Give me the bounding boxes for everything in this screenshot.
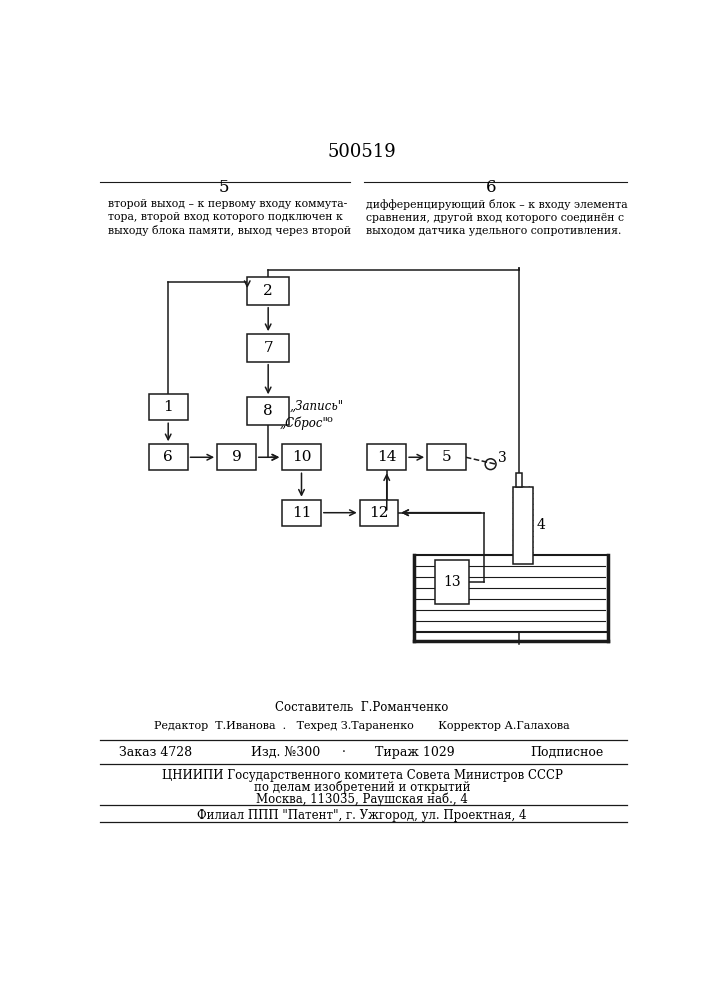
Text: 8: 8 <box>264 404 273 418</box>
Bar <box>282 444 321 470</box>
Bar <box>217 444 256 470</box>
Text: ·: · <box>342 746 346 759</box>
Bar <box>149 444 187 470</box>
Text: 6: 6 <box>163 450 173 464</box>
Text: 5: 5 <box>218 179 229 196</box>
Bar <box>513 487 533 564</box>
Text: Тираж 1029: Тираж 1029 <box>375 746 455 759</box>
Text: „Сброс": „Сброс" <box>280 417 329 430</box>
Text: 12: 12 <box>369 506 389 520</box>
Text: Заказ 4728: Заказ 4728 <box>119 746 192 759</box>
Text: 5: 5 <box>442 450 451 464</box>
Text: Филиал ППП "Патент", г. Ужгород, ул. Проектная, 4: Филиал ППП "Патент", г. Ужгород, ул. Про… <box>197 809 527 822</box>
Text: ЦНИИПИ Государственного комитета Совета Министров СССР: ЦНИИПИ Государственного комитета Совета … <box>161 769 562 782</box>
Bar <box>360 500 398 526</box>
Text: второй выход – к первому входу коммута-
тора, второй вход которого подключен к
в: второй выход – к первому входу коммута- … <box>107 199 351 236</box>
Bar <box>427 444 466 470</box>
Text: Редактор  Т.Иванова  .   Техред З.Тараненко       Корректор А.Галахова: Редактор Т.Иванова . Техред З.Тараненко … <box>154 721 570 731</box>
Text: 14: 14 <box>377 450 397 464</box>
Text: 3: 3 <box>498 451 507 465</box>
Bar <box>435 560 469 604</box>
Bar <box>247 397 289 425</box>
Bar <box>414 555 607 632</box>
Text: 500519: 500519 <box>327 143 397 161</box>
Text: 13: 13 <box>443 575 461 589</box>
Bar <box>516 473 522 487</box>
Text: „Запись": „Запись" <box>290 400 344 413</box>
Text: 6: 6 <box>486 179 496 196</box>
Text: 1: 1 <box>163 400 173 414</box>
Text: дифференцирующий блок – к входу элемента
сравнения, другой вход которого соединё: дифференцирующий блок – к входу элемента… <box>366 199 627 236</box>
Text: 4: 4 <box>537 518 545 532</box>
Bar <box>368 444 406 470</box>
Text: 11: 11 <box>292 506 311 520</box>
Text: Изд. №300: Изд. №300 <box>251 746 320 759</box>
Bar <box>149 394 187 420</box>
Text: Составитель  Г.Романченко: Составитель Г.Романченко <box>275 701 449 714</box>
Text: по делам изобретений и открытий: по делам изобретений и открытий <box>254 781 470 794</box>
Text: o: o <box>327 415 332 424</box>
Text: 7: 7 <box>264 341 273 355</box>
Bar <box>247 334 289 362</box>
Text: Подписное: Подписное <box>530 746 603 759</box>
Text: 2: 2 <box>263 284 273 298</box>
Text: 9: 9 <box>231 450 241 464</box>
Text: Москва, 113035, Раушская наб., 4: Москва, 113035, Раушская наб., 4 <box>256 792 468 806</box>
Bar <box>282 500 321 526</box>
Text: 10: 10 <box>292 450 311 464</box>
Bar <box>247 277 289 305</box>
